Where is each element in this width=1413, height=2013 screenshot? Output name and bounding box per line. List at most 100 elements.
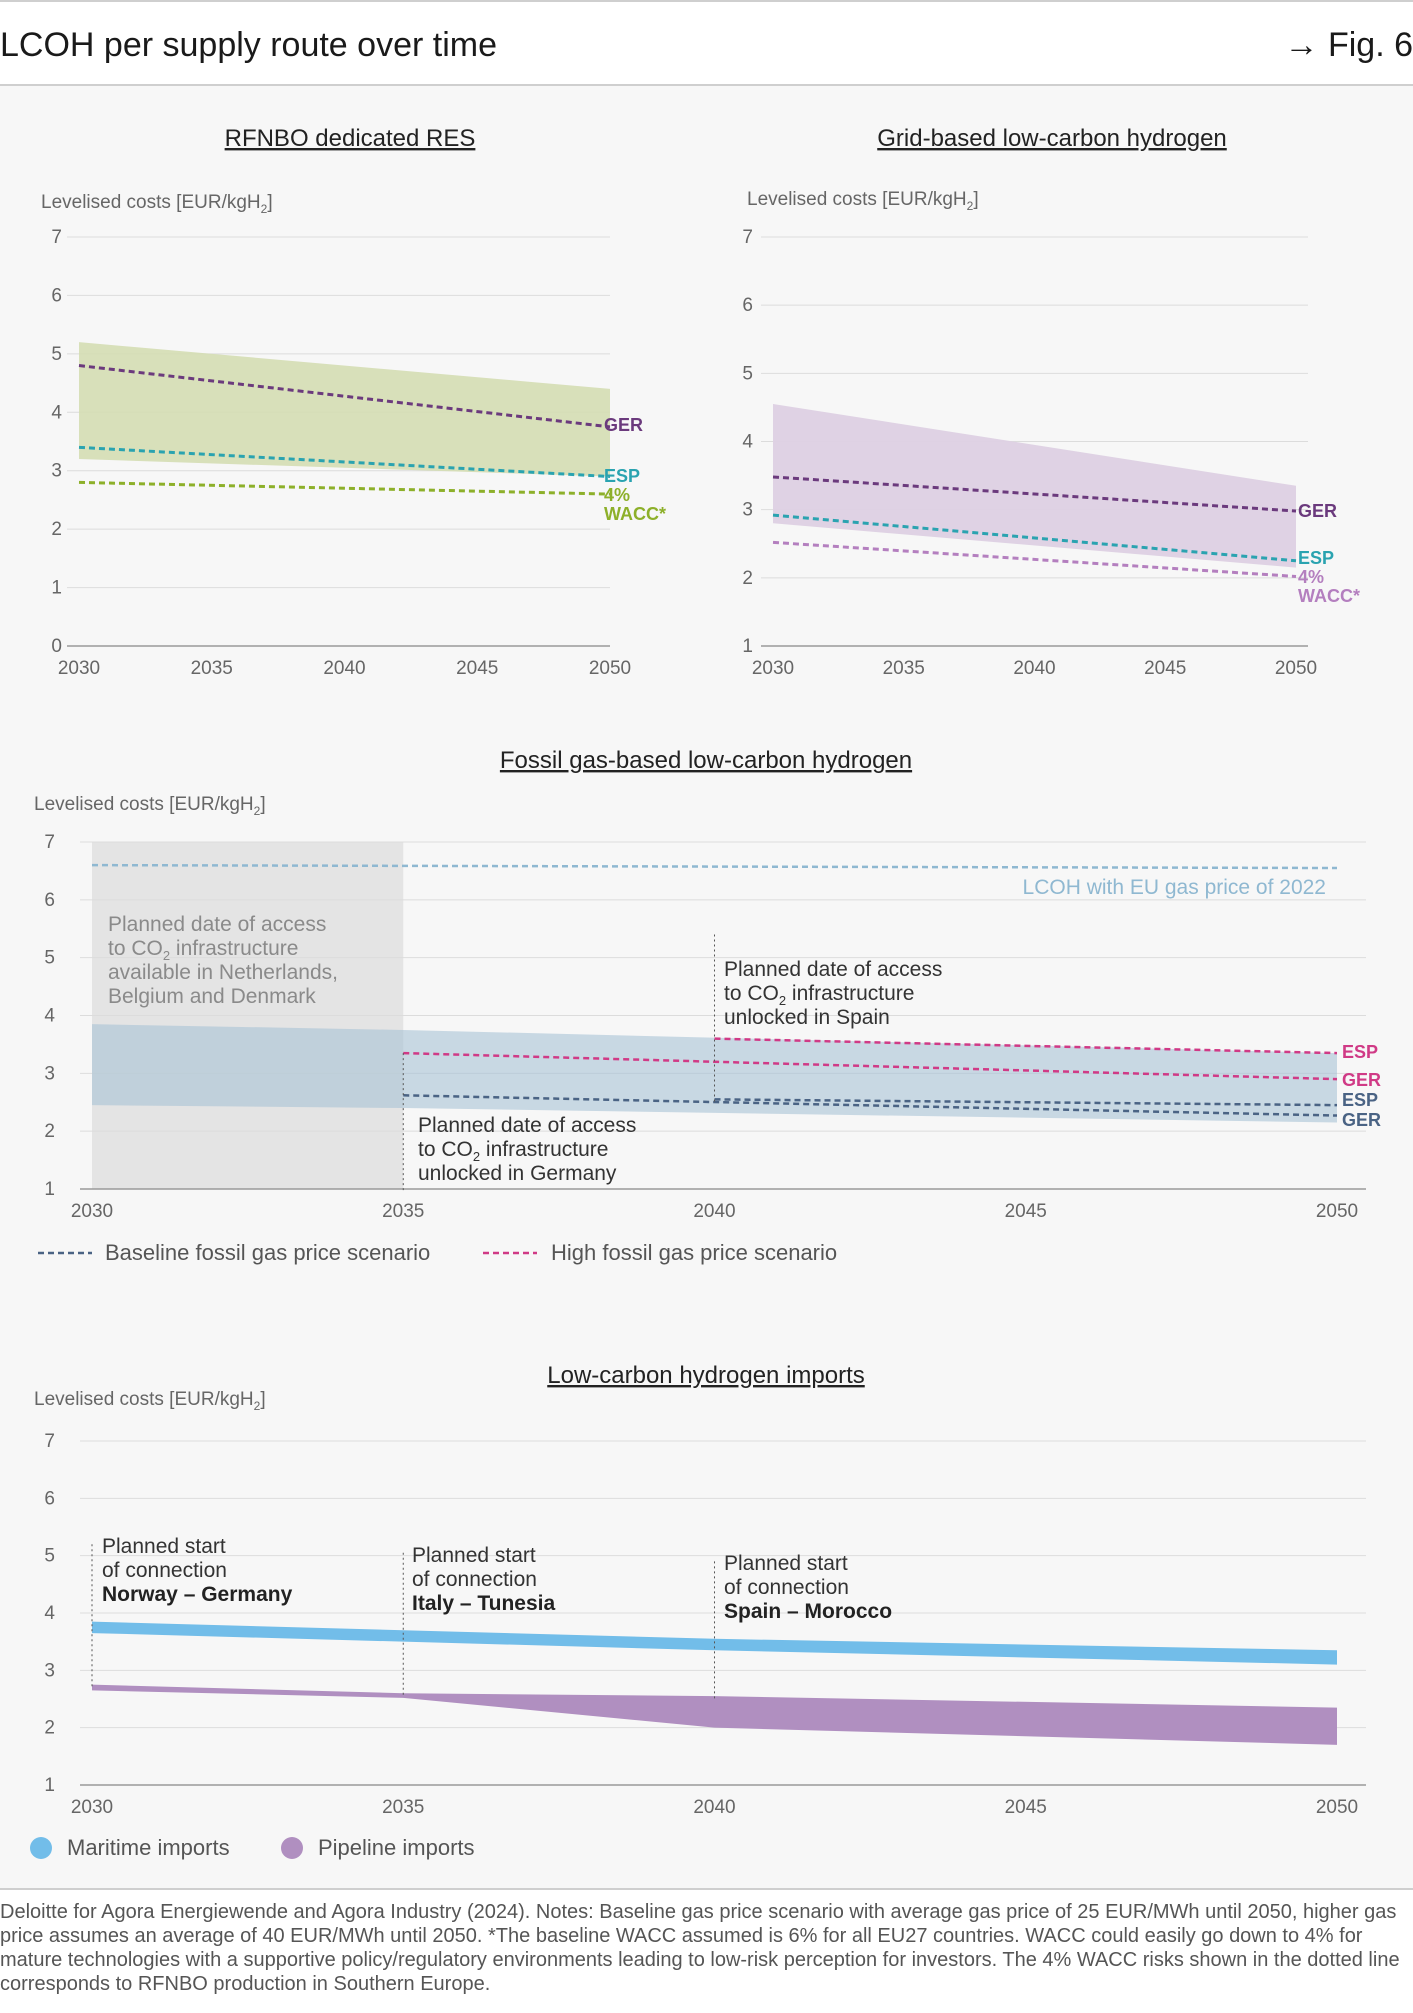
end-label-ger: GER xyxy=(604,415,643,435)
svg-text:Italy – Tunesia: Italy – Tunesia xyxy=(412,1592,555,1615)
chart-rfnbo: RFNBO dedicated RES Levelised costs [EUR… xyxy=(41,125,666,679)
chart-title-rfnbo: RFNBO dedicated RES xyxy=(225,125,476,152)
annotation-eu-gas-price: LCOH with EU gas price of 2022 xyxy=(1023,876,1326,899)
end-label-4pct: 4% xyxy=(1298,567,1324,587)
page-title: LCOH per supply route over time xyxy=(0,26,497,64)
svg-text:of connection: of connection xyxy=(412,1568,537,1591)
y-tick-label: 3 xyxy=(44,1063,55,1084)
svg-text:of connection: of connection xyxy=(102,1559,227,1582)
legend-label-pipeline: Pipeline imports xyxy=(318,1835,475,1860)
legend-imports: Maritime imports Pipeline imports xyxy=(30,1835,475,1860)
x-tick-label: 2035 xyxy=(382,1797,424,1818)
figure-number: → Fig. 6 xyxy=(1284,26,1413,64)
y-axis-label-grid-based: Levelised costs [EUR/kgH2] xyxy=(747,189,979,213)
end-label-high-esp: ESP xyxy=(1342,1042,1378,1062)
y-tick-label: 6 xyxy=(51,285,62,306)
x-tick-label: 2045 xyxy=(456,658,498,679)
y-tick-label: 1 xyxy=(51,578,62,599)
svg-text:Norway – Germany: Norway – Germany xyxy=(102,1583,293,1606)
chart-title-grid-based: Grid-based low-carbon hydrogen xyxy=(877,125,1227,152)
legend-fossil-gas: Baseline fossil gas price scenario High … xyxy=(38,1240,837,1265)
annotation-spain-morocco: Planned start of connection Spain – Moro… xyxy=(724,1552,892,1623)
svg-text:to CO2 infrastructure: to CO2 infrastructure xyxy=(108,937,298,963)
legend-label-high: High fossil gas price scenario xyxy=(551,1240,837,1265)
series-line-ger xyxy=(78,364,611,429)
y-tick-label: 4 xyxy=(44,1603,55,1624)
x-tick-label: 2040 xyxy=(323,658,365,679)
source-note: Deloitte for Agora Energiewende and Agor… xyxy=(0,1901,1400,1995)
x-ticks-imports: 2030 2035 2040 2045 2050 xyxy=(71,1797,1358,1818)
y-tick-label: 2 xyxy=(51,519,62,540)
y-tick-label: 1 xyxy=(44,1179,55,1200)
svg-text:Planned start: Planned start xyxy=(102,1535,226,1558)
series-line-eu-gas-2022 xyxy=(91,863,1338,870)
y-tick-label: 6 xyxy=(44,1488,55,1509)
x-tick-label: 2050 xyxy=(1316,1797,1358,1818)
annotation-nl-be-dk: Planned date of access to CO2 infrastruc… xyxy=(108,913,338,1008)
y-axis-label-fossil-gas: Levelised costs [EUR/kgH2] xyxy=(34,794,266,818)
cost-range-band xyxy=(773,404,1296,568)
end-label-wacc: WACC* xyxy=(604,504,666,524)
y-ticks-rfnbo: 0 1 2 3 4 5 6 7 xyxy=(51,227,62,657)
legend-label-baseline: Baseline fossil gas price scenario xyxy=(105,1240,430,1265)
legend-swatch-pipeline xyxy=(281,1837,303,1859)
series-line-high-ger xyxy=(403,1051,1338,1081)
charts-canvas: RFNBO dedicated RES Levelised costs [EUR… xyxy=(30,125,1381,1860)
end-label-esp: ESP xyxy=(604,466,640,486)
end-label-base-ger: GER xyxy=(1342,1110,1381,1130)
series-line-4pct-wacc xyxy=(772,540,1297,578)
annotation-italy-tunesia: Planned start of connection Italy – Tune… xyxy=(412,1544,555,1615)
svg-text:Planned date of access: Planned date of access xyxy=(724,958,942,981)
y-tick-label: 4 xyxy=(44,1006,55,1027)
series-line-esp xyxy=(772,513,1297,563)
svg-text:Planned start: Planned start xyxy=(412,1544,536,1567)
chart-grid-based: Grid-based low-carbon hydrogen Levelised… xyxy=(742,125,1360,679)
area-pipeline-imports xyxy=(92,1684,1337,1745)
x-tick-label: 2030 xyxy=(71,1201,113,1222)
y-tick-label: 5 xyxy=(742,363,753,384)
x-tick-label: 2040 xyxy=(693,1797,735,1818)
end-label-esp: ESP xyxy=(1298,548,1334,568)
y-tick-label: 3 xyxy=(51,461,62,482)
x-tick-label: 2045 xyxy=(1005,1797,1047,1818)
y-tick-label: 1 xyxy=(742,636,753,657)
footer: Deloitte for Agora Energiewende and Agor… xyxy=(0,1888,1413,2013)
x-tick-label: 2030 xyxy=(71,1797,113,1818)
y-axis-label-rfnbo: Levelised costs [EUR/kgH2] xyxy=(41,192,273,216)
y-tick-label: 6 xyxy=(742,295,753,316)
chart-imports: Low-carbon hydrogen imports Levelised co… xyxy=(30,1362,1366,1860)
y-axis-label-imports: Levelised costs [EUR/kgH2] xyxy=(34,1389,266,1413)
y-tick-label: 4 xyxy=(742,432,753,453)
annotation-germany: Planned date of access to CO2 infrastruc… xyxy=(418,1114,636,1185)
x-tick-label: 2030 xyxy=(58,658,100,679)
series-line-4pct-wacc xyxy=(78,480,611,496)
svg-text:available in Netherlands,: available in Netherlands, xyxy=(108,961,338,984)
end-label-high-ger: GER xyxy=(1342,1070,1381,1090)
y-tick-label: 5 xyxy=(51,344,62,365)
series-line-ger xyxy=(772,475,1297,513)
annotation-spain: Planned date of access to CO2 infrastruc… xyxy=(724,958,942,1029)
svg-text:Planned start: Planned start xyxy=(724,1552,848,1575)
x-tick-label: 2050 xyxy=(589,658,631,679)
chart-title-fossil-gas: Fossil gas-based low-carbon hydrogen xyxy=(500,747,912,774)
y-ticks-imports: 1 2 3 4 5 6 7 xyxy=(44,1431,55,1796)
series-line-esp xyxy=(78,445,611,479)
x-tick-label: 2030 xyxy=(752,658,794,679)
y-tick-label: 2 xyxy=(44,1121,55,1142)
cost-range-band xyxy=(92,1024,1337,1123)
x-tick-label: 2050 xyxy=(1316,1201,1358,1222)
y-tick-label: 6 xyxy=(44,890,55,911)
end-label-wacc: WACC* xyxy=(1298,586,1360,606)
x-tick-label: 2035 xyxy=(382,1201,424,1222)
svg-text:Belgium and Denmark: Belgium and Denmark xyxy=(108,985,316,1008)
svg-text:to CO2 infrastructure: to CO2 infrastructure xyxy=(418,1138,608,1164)
x-tick-label: 2040 xyxy=(693,1201,735,1222)
svg-text:of connection: of connection xyxy=(724,1576,849,1599)
x-ticks-grid-based: 2030 2035 2040 2045 2050 xyxy=(752,658,1317,679)
svg-text:unlocked in Germany: unlocked in Germany xyxy=(418,1162,617,1185)
y-ticks-grid-based: 1 2 3 4 5 6 7 xyxy=(742,227,753,657)
y-tick-label: 3 xyxy=(44,1660,55,1681)
y-tick-label: 5 xyxy=(44,1546,55,1567)
end-label-base-esp: ESP xyxy=(1342,1090,1378,1110)
header: LCOH per supply route over time → Fig. 6 xyxy=(0,0,1413,86)
